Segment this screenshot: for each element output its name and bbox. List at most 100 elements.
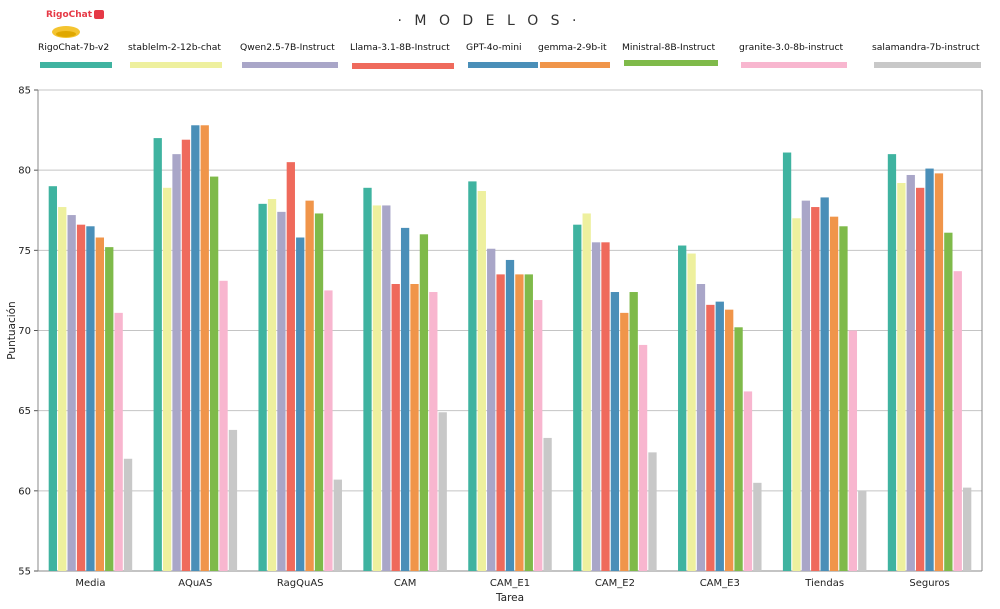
bar (477, 191, 486, 571)
bar (782, 152, 792, 571)
bar (123, 458, 133, 571)
x-tick-label: Tiendas (804, 578, 844, 589)
legend-swatch (40, 62, 112, 68)
bar (725, 309, 734, 571)
legend-label: stablelm-2-12b-chat (128, 42, 221, 53)
bar (286, 162, 295, 571)
bar (209, 176, 219, 571)
y-tick-label: 55 (18, 567, 31, 578)
bar (95, 237, 104, 572)
bar (391, 284, 400, 571)
bar (696, 284, 706, 571)
bar (582, 213, 591, 571)
legend-swatch (468, 62, 538, 68)
legend-label: Qwen2.5-7B-Instruct (240, 42, 335, 53)
bar (944, 232, 953, 572)
bar (267, 199, 277, 571)
bar (429, 292, 438, 571)
bar (829, 216, 839, 571)
bar (372, 205, 382, 571)
bar (76, 224, 86, 571)
bar (153, 138, 162, 571)
bar (400, 227, 410, 572)
bar (219, 280, 228, 571)
bar (58, 207, 67, 571)
bar (906, 174, 915, 571)
legend-swatch (242, 62, 338, 68)
x-tick-label: RagQuAS (277, 578, 324, 589)
bar (172, 154, 181, 571)
bar (916, 187, 925, 571)
bar (839, 226, 848, 572)
chart-title: · M O D E L O S · (397, 13, 581, 29)
bar (743, 391, 753, 571)
x-tick-label: Seguros (909, 578, 949, 589)
bar (811, 207, 820, 571)
bar (848, 330, 858, 571)
bar (753, 482, 762, 571)
y-tick-label: 75 (18, 246, 31, 257)
bar (678, 245, 687, 572)
x-axis-label: Tarea (495, 592, 524, 604)
bar (228, 429, 238, 571)
legend: RigoChat-7b-v2 stablelm-2-12b-chat Qwen2.5… (38, 40, 988, 70)
bar (963, 487, 972, 571)
y-axis-label: Puntuación (6, 301, 18, 359)
bar (363, 187, 372, 571)
logo-mark (52, 10, 104, 38)
rigochat-logo: RigoChat (46, 10, 108, 40)
legend-label: GPT-4o-mini (466, 42, 522, 53)
bar (162, 187, 172, 571)
bar (48, 186, 57, 571)
bar (191, 125, 200, 572)
y-tick-label: 60 (18, 486, 31, 497)
bar (487, 248, 496, 572)
bar (305, 200, 314, 571)
bar (638, 344, 648, 571)
bar (277, 211, 286, 571)
y-tick-label: 70 (18, 326, 31, 337)
bar (706, 304, 715, 571)
legend-swatch (874, 62, 981, 68)
x-tick-label: CAM_E2 (595, 578, 635, 589)
y-tick-label: 85 (18, 86, 31, 97)
bar (925, 168, 934, 571)
legend-swatch (741, 62, 847, 68)
bar (858, 490, 867, 571)
legend-label: granite-3.0-8b-instruct (739, 42, 844, 53)
logo-text: RigoChat (46, 10, 93, 20)
bar (296, 237, 305, 572)
legend-swatch (624, 60, 718, 66)
bar (314, 213, 324, 571)
legend-label: RigoChat-7b-v2 (38, 42, 110, 53)
bar (629, 292, 638, 571)
bar (620, 312, 629, 571)
bar (887, 154, 897, 571)
bar (181, 139, 191, 571)
bar (820, 197, 829, 571)
bar (515, 274, 524, 571)
legend-swatch (540, 62, 610, 68)
bar (382, 205, 391, 571)
legend-swatch (352, 63, 454, 69)
bar (573, 224, 582, 571)
bar (543, 437, 552, 571)
bar (601, 242, 610, 572)
bar (114, 312, 123, 571)
legend-label: salamandra-7b-instruct (872, 42, 980, 53)
x-tick-label: AQuAS (178, 578, 212, 589)
bar (687, 253, 696, 572)
x-tick-label: CAM (394, 578, 416, 589)
bar (105, 247, 114, 572)
bar (468, 181, 477, 571)
bar (610, 292, 620, 571)
y-tick-label: 80 (18, 166, 31, 177)
bar (648, 452, 657, 571)
bar (258, 203, 267, 571)
bar (801, 200, 811, 571)
y-tick-label: 65 (18, 406, 31, 417)
bar (534, 300, 543, 571)
x-tick-label: Media (75, 578, 105, 589)
